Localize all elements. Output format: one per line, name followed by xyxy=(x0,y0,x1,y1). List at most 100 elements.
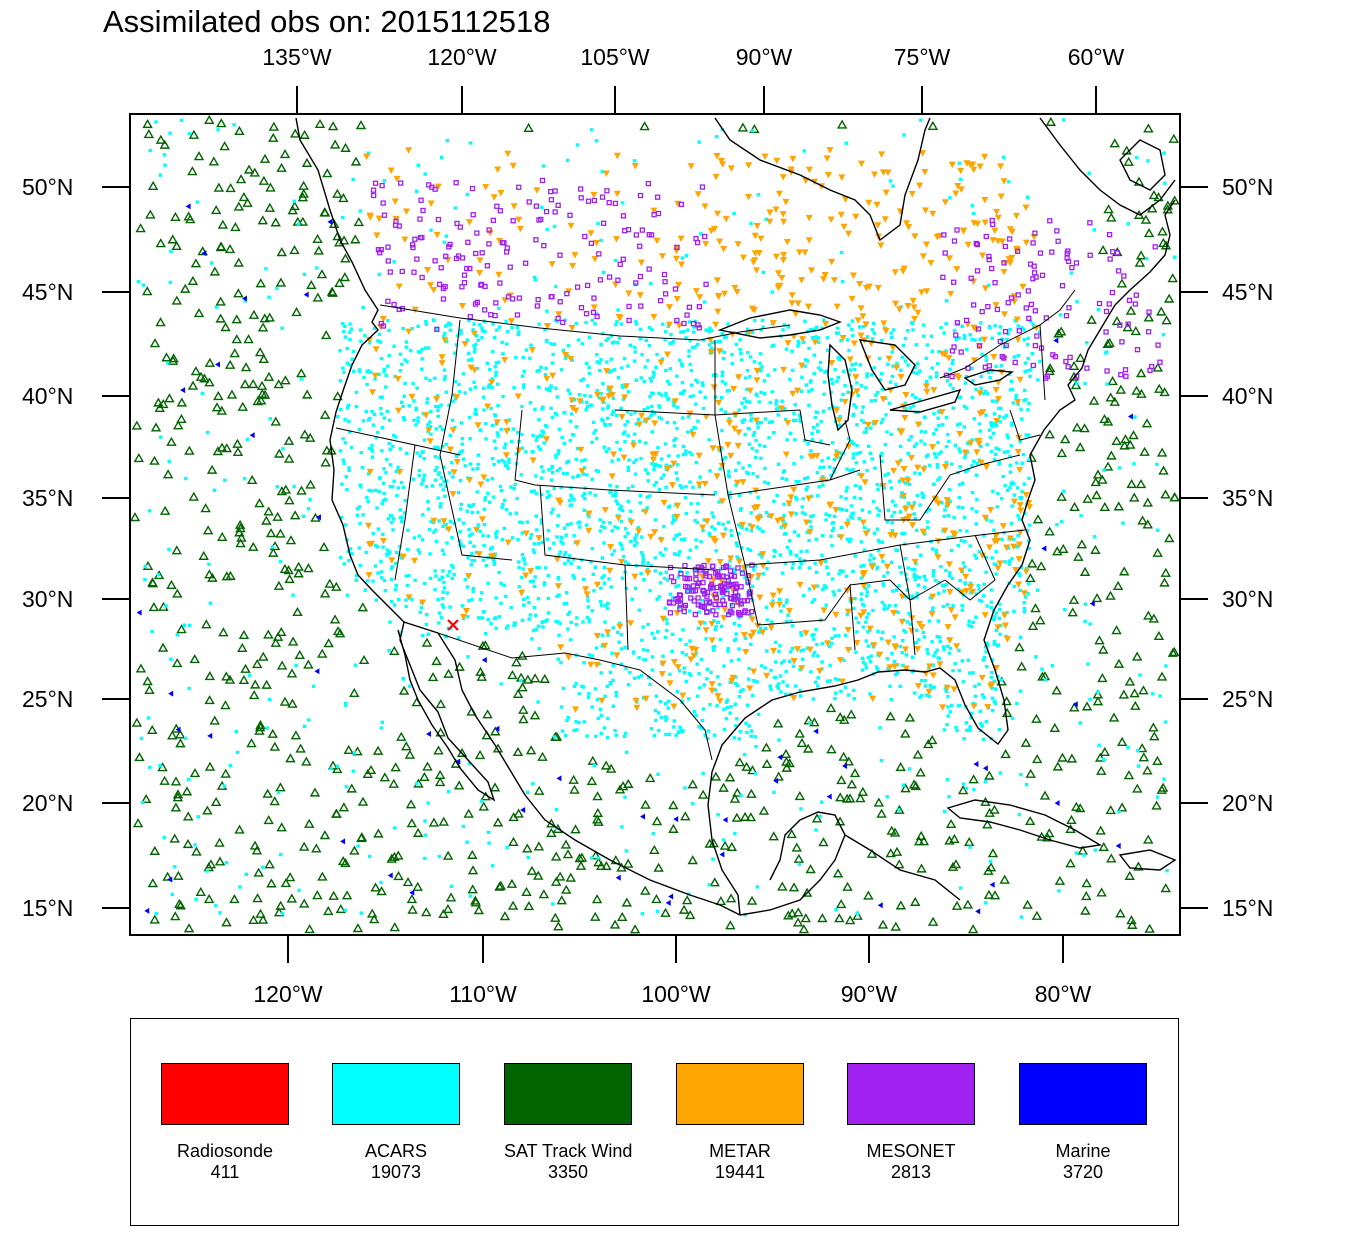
obs-marker-acars xyxy=(592,589,596,593)
obs-marker-acars xyxy=(892,659,897,664)
obs-marker-acars xyxy=(382,369,386,373)
obs-marker-acars xyxy=(903,336,908,341)
obs-marker-acars xyxy=(963,515,967,520)
obs-marker-metar xyxy=(977,459,985,467)
obs-marker-acars xyxy=(261,865,265,869)
obs-marker-acars xyxy=(588,394,593,399)
obs-marker-acars xyxy=(716,606,720,610)
obs-marker-sat xyxy=(517,682,528,692)
obs-marker-acars xyxy=(587,335,592,340)
obs-marker-metar xyxy=(849,272,857,279)
obs-marker-acars xyxy=(401,416,406,420)
obs-marker-acars xyxy=(837,634,841,638)
obs-marker-acars xyxy=(484,563,489,568)
obs-marker-metar xyxy=(438,354,446,361)
obs-marker-acars xyxy=(675,374,679,378)
obs-marker-acars xyxy=(984,354,988,359)
obs-marker-acars xyxy=(799,649,803,653)
obs-marker-acars xyxy=(380,425,385,430)
obs-marker-acars xyxy=(755,474,760,479)
obs-marker-acars xyxy=(934,455,938,459)
obs-marker-acars xyxy=(1138,673,1142,677)
obs-marker-acars xyxy=(737,616,741,620)
obs-marker-metar xyxy=(921,169,929,176)
obs-marker-acars xyxy=(970,490,975,495)
obs-marker-acars xyxy=(1016,534,1020,538)
obs-marker-acars xyxy=(693,518,697,523)
obs-marker-acars xyxy=(682,329,686,334)
obs-marker-acars xyxy=(729,705,733,709)
obs-marker-acars xyxy=(1075,381,1079,386)
obs-marker-metar xyxy=(714,308,722,316)
obs-marker-metar xyxy=(465,476,473,484)
obs-marker-acars xyxy=(851,452,856,456)
obs-marker-acars xyxy=(417,473,421,478)
obs-marker-acars xyxy=(641,648,646,652)
obs-marker-acars xyxy=(606,633,610,637)
obs-marker-metar xyxy=(1022,239,1030,247)
obs-marker-acars xyxy=(561,471,566,476)
obs-marker-acars xyxy=(415,189,419,193)
obs-marker-acars xyxy=(620,366,624,370)
obs-marker-acars xyxy=(965,374,969,379)
obs-marker-acars xyxy=(467,318,471,323)
obs-marker-acars xyxy=(749,413,753,417)
obs-marker-acars xyxy=(572,534,576,538)
obs-marker-acars xyxy=(922,574,927,578)
obs-marker-sat xyxy=(1091,490,1102,500)
obs-marker-acars xyxy=(554,284,558,289)
obs-marker-acars xyxy=(946,644,950,648)
obs-marker-sat xyxy=(453,780,465,790)
obs-marker-metar xyxy=(495,271,503,279)
obs-marker-acars xyxy=(528,613,533,617)
obs-marker-metar xyxy=(405,147,413,154)
obs-marker-acars xyxy=(428,552,432,556)
obs-marker-acars xyxy=(727,417,731,421)
obs-marker-acars xyxy=(749,729,754,733)
obs-marker-acars xyxy=(788,539,792,543)
obs-marker-acars xyxy=(859,576,864,580)
obs-marker-acars xyxy=(803,319,807,323)
obs-marker-acars xyxy=(463,391,467,395)
obs-marker-metar xyxy=(748,305,756,313)
obs-marker-sat xyxy=(214,837,225,847)
obs-marker-metar xyxy=(396,469,404,476)
obs-marker-metar xyxy=(590,191,598,199)
obs-marker-sat xyxy=(1106,853,1117,863)
obs-marker-acars xyxy=(566,388,571,392)
obs-marker-meso xyxy=(591,197,598,204)
obs-marker-metar xyxy=(894,460,902,467)
obs-marker-metar xyxy=(714,210,722,218)
obs-marker-metar xyxy=(366,214,374,221)
obs-marker-acars xyxy=(851,511,856,515)
obs-marker-acars xyxy=(890,350,894,354)
obs-marker-sat xyxy=(1143,123,1154,133)
obs-marker-sat xyxy=(224,359,236,369)
obs-marker-acars xyxy=(637,656,641,660)
obs-marker-acars xyxy=(650,655,655,659)
obs-marker-acars xyxy=(280,912,285,916)
obs-marker-acars xyxy=(492,562,497,566)
obs-marker-sat xyxy=(623,778,634,788)
obs-marker-metar xyxy=(735,558,743,566)
obs-marker-acars xyxy=(590,440,594,444)
obs-marker-sat xyxy=(221,671,232,681)
obs-marker-sat xyxy=(312,890,323,900)
obs-marker-acars xyxy=(967,619,971,623)
obs-marker-acars xyxy=(994,446,998,451)
obs-marker-metar xyxy=(902,220,910,227)
obs-marker-acars xyxy=(587,691,591,696)
obs-marker-metar xyxy=(911,558,919,566)
obs-marker-acars xyxy=(582,661,586,665)
obs-marker-acars xyxy=(468,141,473,145)
obs-marker-sat xyxy=(569,784,580,794)
obs-marker-acars xyxy=(162,153,167,157)
obs-marker-metar xyxy=(677,235,685,243)
obs-marker-acars xyxy=(1155,528,1160,532)
obs-marker-sat xyxy=(927,916,939,926)
obs-marker-acars xyxy=(524,450,528,454)
obs-marker-acars xyxy=(862,430,867,435)
obs-marker-sat xyxy=(155,238,166,248)
obs-marker-acars xyxy=(961,481,965,485)
obs-marker-sat xyxy=(293,561,304,571)
